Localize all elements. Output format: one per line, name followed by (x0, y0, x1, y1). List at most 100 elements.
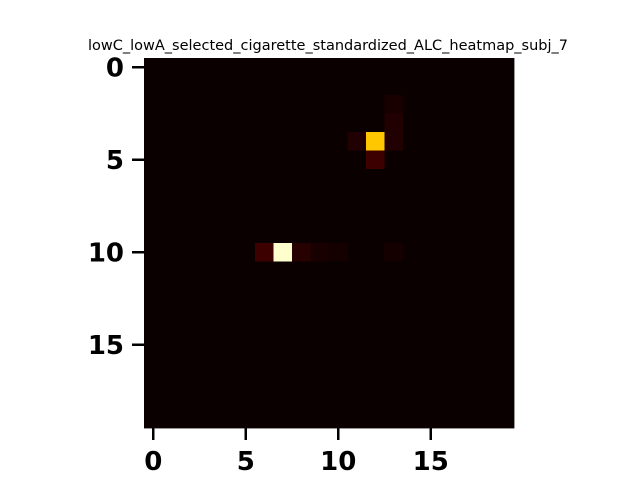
heatmap-cell-r17-c13 (384, 372, 404, 392)
heatmap-cell-r8-c19 (495, 206, 515, 225)
heatmap-cell-r19-c19 (495, 409, 515, 429)
heatmap-cell-r13-c2 (181, 298, 200, 318)
heatmap-cell-r18-c11 (347, 391, 367, 410)
heatmap-cell-r6-c8 (292, 169, 311, 188)
heatmap-cell-r11-c13 (384, 261, 404, 281)
heatmap-cell-r4-c8 (292, 132, 311, 151)
heatmap-cell-r13-c10 (329, 298, 348, 318)
heatmap-cell-r5-c2 (181, 150, 200, 170)
heatmap-cell-r18-c13 (384, 391, 404, 410)
x-tick-label-15: 15 (413, 447, 449, 477)
heatmap-cell-r10-c1 (162, 243, 182, 262)
heatmap-cell-r19-c3 (199, 409, 219, 429)
heatmap-cell-r3-c12 (366, 113, 385, 133)
heatmap-cell-r16-c7 (273, 354, 293, 373)
heatmap-cell-r3-c3 (199, 113, 219, 133)
heatmap-cell-r8-c6 (255, 206, 274, 225)
heatmap-cell-r17-c10 (329, 372, 348, 392)
heatmap-cell-r16-c9 (310, 354, 330, 373)
heatmap-cell-r6-c6 (255, 169, 274, 188)
heatmap-cell-r12-c18 (477, 280, 496, 299)
heatmap-cell-r17-c4 (218, 372, 237, 392)
heatmap-cell-r7-c2 (181, 187, 200, 207)
heatmap-cell-r2-c14 (403, 95, 422, 114)
heatmap-cell-r3-c6 (255, 113, 274, 133)
heatmap-cell-r19-c14 (403, 409, 422, 429)
heatmap-cell-r19-c8 (292, 409, 311, 429)
heatmap-cell-r10-c11 (347, 243, 367, 262)
heatmap-cell-r11-c15 (421, 261, 441, 281)
heatmap-cell-r15-c9 (310, 335, 330, 355)
heatmap-cell-r3-c17 (458, 113, 478, 133)
heatmap-cell-r0-c17 (458, 58, 478, 77)
heatmap-cell-r9-c19 (495, 224, 515, 244)
heatmap-cell-r1-c9 (310, 76, 330, 96)
heatmap-cell-r16-c10 (329, 354, 348, 373)
heatmap-cell-r17-c0 (144, 372, 163, 392)
heatmap-cell-r0-c16 (440, 58, 459, 77)
heatmap-cell-r11-c0 (144, 261, 163, 281)
heatmap-cell-r8-c4 (218, 206, 237, 225)
heatmap-cell-r2-c8 (292, 95, 311, 114)
heatmap-cell-r14-c7 (273, 317, 293, 336)
heatmap-cell-r12-c17 (458, 280, 478, 299)
heatmap-cell-r16-c13 (384, 354, 404, 373)
heatmap-cell-r9-c7 (273, 224, 293, 244)
x-tick-label-0: 0 (144, 447, 162, 477)
heatmap-cell-r0-c14 (403, 58, 422, 77)
heatmap-cell-r14-c3 (199, 317, 219, 336)
heatmap-cell-r6-c4 (218, 169, 237, 188)
heatmap-cell-r14-c19 (495, 317, 515, 336)
heatmap-cell-r13-c19 (495, 298, 515, 318)
heatmap-cell-r15-c12 (366, 335, 385, 355)
heatmap-cell-r11-c2 (181, 261, 200, 281)
heatmap-cell-r16-c2 (181, 354, 200, 373)
heatmap-cell-r15-c2 (181, 335, 200, 355)
heatmap-cell-r11-c7 (273, 261, 293, 281)
heatmap-cell-r2-c10 (329, 95, 348, 114)
heatmap-cell-r12-c8 (292, 280, 311, 299)
heatmap-cell-r13-c6 (255, 298, 274, 318)
heatmap-cell-r16-c16 (440, 354, 459, 373)
heatmap-cell-r8-c17 (458, 206, 478, 225)
heatmap-cell-r3-c18 (477, 113, 496, 133)
heatmap-cell-r3-c13 (384, 113, 404, 133)
heatmap-cell-r18-c17 (458, 391, 478, 410)
heatmap-cell-r9-c18 (477, 224, 496, 244)
heatmap-cell-r9-c6 (255, 224, 274, 244)
heatmap-cell-r1-c3 (199, 76, 219, 96)
heatmap-cell-r17-c14 (403, 372, 422, 392)
heatmap-cell-r18-c9 (310, 391, 330, 410)
heatmap-cell-r18-c16 (440, 391, 459, 410)
heatmap-cell-r18-c10 (329, 391, 348, 410)
heatmap-cell-r6-c10 (329, 169, 348, 188)
heatmap-cell-r14-c13 (384, 317, 404, 336)
heatmap-cell-r10-c18 (477, 243, 496, 262)
heatmap-cell-r3-c11 (347, 113, 367, 133)
heatmap-cell-r7-c1 (162, 187, 182, 207)
heatmap-cell-r17-c8 (292, 372, 311, 392)
heatmap-cell-r5-c5 (236, 150, 256, 170)
heatmap-cell-r16-c0 (144, 354, 163, 373)
heatmap-cell-r2-c18 (477, 95, 496, 114)
heatmap-cell-r1-c7 (273, 76, 293, 96)
heatmap-cell-r12-c4 (218, 280, 237, 299)
heatmap-cell-r14-c12 (366, 317, 385, 336)
heatmap-cell-r9-c2 (181, 224, 200, 244)
heatmap-cell-r13-c5 (236, 298, 256, 318)
heatmap-cell-r1-c4 (218, 76, 237, 96)
heatmap-cell-r14-c5 (236, 317, 256, 336)
heatmap-cell-r13-c16 (440, 298, 459, 318)
heatmap-cell-r8-c7 (273, 206, 293, 225)
heatmap-cell-r15-c0 (144, 335, 163, 355)
heatmap-cell-r19-c7 (273, 409, 293, 429)
heatmap-cell-r7-c12 (366, 187, 385, 207)
heatmap-cell-r18-c2 (181, 391, 200, 410)
heatmap-cell-r18-c19 (495, 391, 515, 410)
heatmap-cell-r19-c5 (236, 409, 256, 429)
heatmap-cell-r3-c8 (292, 113, 311, 133)
heatmap-cell-r19-c12 (366, 409, 385, 429)
heatmap-cell-r11-c5 (236, 261, 256, 281)
heatmap-cell-r5-c11 (347, 150, 367, 170)
